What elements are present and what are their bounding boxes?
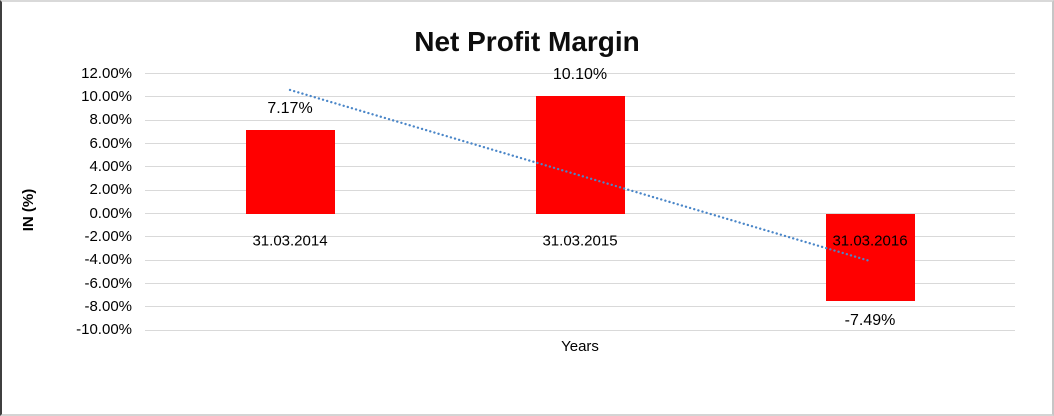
bar-31.03.2016	[825, 213, 915, 301]
x-axis-title: Years	[561, 338, 599, 355]
y-axis-tick-label: -2.00%	[84, 227, 132, 245]
value-label: -7.49%	[844, 311, 896, 329]
bar-31.03.2014	[245, 129, 335, 214]
value-label: 10.10%	[552, 65, 608, 83]
y-axis-tick-label: 2.00%	[89, 181, 132, 199]
gridline	[145, 259, 1015, 261]
bar-31.03.2015	[535, 95, 625, 214]
category-label: 31.03.2016	[832, 232, 908, 250]
y-axis-tick-label: 4.00%	[89, 157, 132, 175]
gridline	[145, 213, 1015, 215]
y-axis-tick-label: 0.00%	[89, 204, 132, 222]
gridline	[145, 306, 1015, 308]
category-label: 31.03.2015	[542, 232, 618, 250]
y-axis-tick-label: -10.00%	[76, 321, 132, 339]
y-axis-tick-label: -4.00%	[84, 251, 132, 269]
chart-title: Net Profit Margin	[414, 26, 640, 57]
y-axis-tick-label: 6.00%	[89, 134, 132, 152]
gridline	[145, 283, 1015, 285]
y-axis-tick-label: -6.00%	[84, 274, 132, 292]
gridline	[145, 236, 1015, 238]
gridline	[145, 329, 1015, 331]
value-label: 7.17%	[267, 99, 313, 117]
y-axis-tick-label: 12.00%	[81, 64, 132, 82]
y-axis-tick-label: 8.00%	[89, 111, 132, 129]
y-axis-tick-label: 10.00%	[81, 87, 132, 105]
y-axis-tick-label: -8.00%	[84, 297, 132, 315]
gridline	[145, 73, 1015, 74]
category-label: 31.03.2014	[252, 232, 328, 250]
